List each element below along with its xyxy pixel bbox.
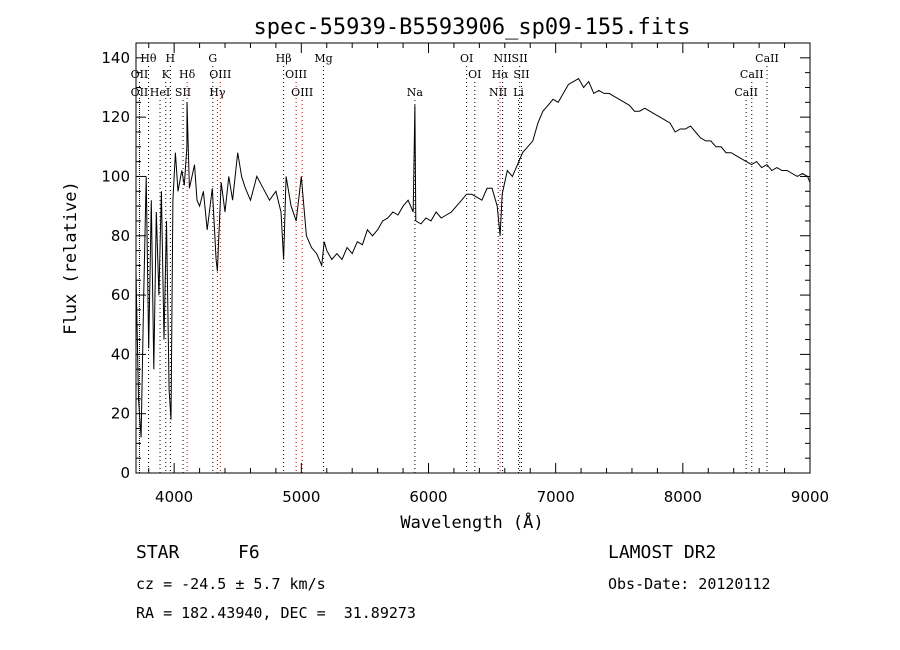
spectral-line-label: SII (175, 86, 191, 99)
x-axis-ticks: 4000 5000 6000 7000 8000 9000 (148, 43, 829, 506)
spectral-line-label: K (162, 68, 171, 81)
spectral-line-label: Hβ (276, 52, 292, 65)
object-class: STAR (136, 542, 180, 563)
spectral-line-label: OI (460, 52, 473, 65)
y-axis-label: Flux (relative) (61, 181, 81, 335)
spectral-line-label: H (166, 52, 176, 65)
spectral-line-label: OIII (209, 68, 231, 81)
y-tick-label: 0 (120, 464, 130, 482)
spectral-line-label: SII (512, 52, 528, 65)
x-tick-label: 5000 (282, 488, 320, 506)
spectral-line-label: Li (513, 86, 524, 99)
y-axis-ticks: 0 20 40 60 80 100 120 140 (101, 49, 810, 482)
spectral-line-label: OII (131, 86, 149, 99)
y-tick-label: 20 (111, 405, 130, 423)
spectrum-series (135, 77, 811, 438)
spectral-line-label: NII (489, 86, 507, 99)
spectral-line-label: OI (468, 68, 481, 81)
coordinates-text: RA = 182.43940, DEC = 31.89273 (136, 604, 416, 622)
x-axis-label: Wavelength (Å) (400, 511, 543, 533)
x-tick-label: 9000 (791, 488, 829, 506)
spectral-line-label: Mg (314, 52, 332, 65)
redshift-text: cz = -24.5 ± 5.7 km/s (136, 575, 326, 593)
spectrum-line-0 (135, 77, 811, 438)
spectral-line-label: Na (407, 86, 424, 99)
x-tick-label: 6000 (409, 488, 447, 506)
spectral-line-label: CaII (740, 68, 764, 81)
spectral-line-label: NII (493, 52, 511, 65)
spectral-line-label: CaII (734, 86, 758, 99)
spectral-line-label: CaII (755, 52, 779, 65)
x-tick-label: 8000 (664, 488, 702, 506)
spectral-line-label: Hθ (140, 52, 157, 65)
spectral-line-label: OII (131, 68, 149, 81)
y-tick-label: 60 (111, 286, 130, 304)
spectral-line-label: Hδ (179, 68, 196, 81)
y-tick-label: 120 (101, 108, 130, 126)
x-tick-label: 4000 (155, 488, 193, 506)
y-tick-label: 140 (101, 49, 130, 67)
y-tick-label: 80 (111, 227, 130, 245)
obs-date-text: Obs-Date: 20120112 (608, 575, 771, 593)
survey-name: LAMOST DR2 (608, 542, 717, 563)
chart-title: spec-55939-B5593906_sp09-155.fits (253, 15, 690, 40)
object-subclass: F6 (238, 542, 260, 563)
x-tick-label: 7000 (537, 488, 575, 506)
y-tick-label: 100 (101, 167, 130, 185)
spectral-line-label: Hα (492, 68, 510, 81)
spectral-line-label: SII (513, 68, 529, 81)
y-tick-label: 40 (111, 345, 130, 363)
spectral-line-label: OIII (291, 86, 313, 99)
spectral-line-label: OIII (285, 68, 307, 81)
spectral-line-label: HeI (150, 86, 170, 99)
spectral-line-label: G (208, 52, 217, 65)
plot-frame (135, 42, 811, 474)
spectral-line-label: Hγ (209, 86, 226, 99)
